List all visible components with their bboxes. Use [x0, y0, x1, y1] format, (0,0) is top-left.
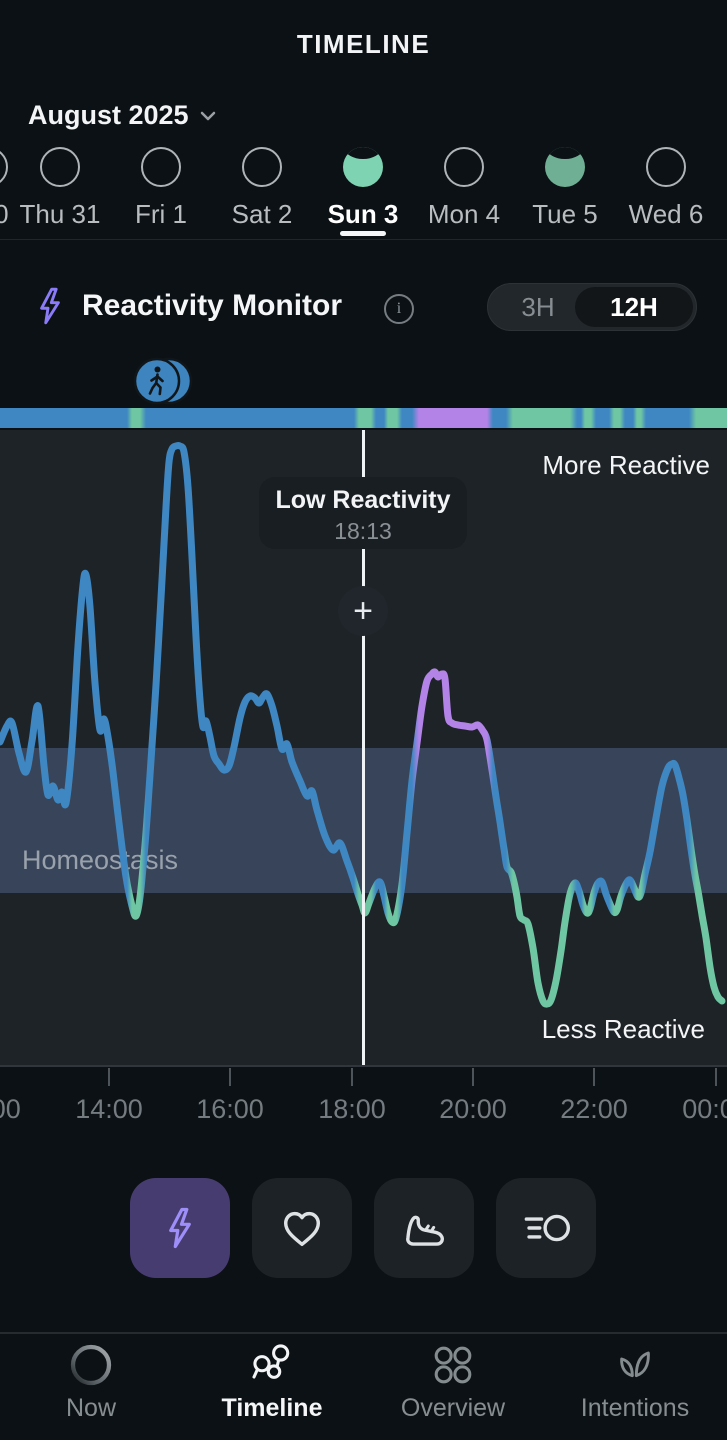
chevron-down-icon: [199, 110, 217, 122]
reactivity-timeline-strip[interactable]: [0, 408, 727, 428]
day-circle: [545, 147, 585, 187]
range-option-3h[interactable]: 3H: [488, 284, 588, 330]
info-icon[interactable]: i: [384, 294, 414, 324]
overview-icon: [383, 1340, 523, 1390]
day-label: Tue 5: [515, 199, 616, 230]
heart-icon: [279, 1205, 325, 1251]
day-item-mon-4[interactable]: Mon 4: [414, 147, 515, 230]
page-title: TIMELINE: [0, 29, 727, 60]
monitor-title: Reactivity Monitor: [82, 289, 342, 323]
bolt-icon: [36, 287, 64, 325]
timeline-icon: [202, 1340, 342, 1390]
shoe-icon: [399, 1203, 449, 1253]
x-axis-tick: [472, 1068, 474, 1086]
month-picker[interactable]: August 2025: [28, 100, 217, 131]
x-axis-tick-label: 16:00: [170, 1094, 290, 1125]
day-circle: [40, 147, 80, 187]
walking-activity-icon[interactable]: [131, 356, 195, 406]
nav-label: Intentions: [565, 1394, 705, 1423]
day-circle: [242, 147, 282, 187]
less-reactive-label: Less Reactive: [542, 1014, 705, 1045]
bolt-icon: [165, 1207, 195, 1249]
day-item-thu-31[interactable]: Thu 31: [10, 147, 111, 230]
day-item-tue-5[interactable]: Tue 5: [515, 147, 616, 230]
intentions-icon: [565, 1340, 705, 1390]
x-axis-tick-label: 12:00: [0, 1094, 47, 1125]
month-picker-label: August 2025: [28, 100, 189, 131]
day-label: Sun 3: [313, 199, 414, 230]
day-circle: [343, 147, 383, 187]
day-circle: [0, 147, 8, 187]
nav-label: Timeline: [202, 1394, 342, 1423]
day-label: Fri 1: [111, 199, 212, 230]
app-screen: TIMELINE August 2025 Wed 30Thu 31Fri 1Sa…: [0, 0, 727, 1440]
motion-icon: [521, 1203, 571, 1253]
day-item-wed-6[interactable]: Wed 6: [616, 147, 717, 230]
day-item-fri-1[interactable]: Fri 1: [111, 147, 212, 230]
x-axis-tick: [108, 1068, 110, 1086]
x-axis-tick-label: 14:00: [49, 1094, 169, 1125]
cursor-tooltip-title: Low Reactivity: [259, 486, 467, 515]
day-label: Mon 4: [414, 199, 515, 230]
x-axis-tick: [351, 1068, 353, 1086]
day-circle: [444, 147, 484, 187]
now-icon: [21, 1340, 161, 1390]
range-toggle: 3H 12H: [487, 283, 697, 331]
metric-button-activity[interactable]: [496, 1178, 596, 1278]
nav-item-intentions[interactable]: Intentions: [565, 1340, 705, 1423]
cursor-tooltip: Low Reactivity 18:13: [259, 477, 467, 549]
nav-item-overview[interactable]: Overview: [383, 1340, 523, 1423]
nav-item-timeline[interactable]: Timeline: [202, 1340, 342, 1423]
selected-day-underline: [340, 231, 386, 236]
range-option-12h[interactable]: 12H: [575, 287, 693, 327]
nav-item-now[interactable]: Now: [21, 1340, 161, 1423]
x-axis-tick-label: 20:00: [413, 1094, 533, 1125]
day-circle: [141, 147, 181, 187]
add-annotation-button[interactable]: +: [338, 586, 388, 636]
x-axis-tick: [593, 1068, 595, 1086]
reactivity-chart[interactable]: Homeostasis More Reactive Less Reactive …: [0, 430, 727, 1066]
x-axis-tick: [715, 1068, 717, 1086]
day-label: Wed 6: [616, 199, 717, 230]
header-divider: [0, 239, 727, 240]
nav-label: Now: [21, 1394, 161, 1423]
day-label: Thu 31: [10, 199, 111, 230]
x-axis-tick-label: 18:00: [292, 1094, 412, 1125]
day-item-sat-2[interactable]: Sat 2: [212, 147, 313, 230]
cursor-tooltip-time: 18:13: [259, 518, 467, 545]
x-axis-line: [0, 1065, 727, 1067]
metric-button-heart[interactable]: [252, 1178, 352, 1278]
nav-label: Overview: [383, 1394, 523, 1423]
x-axis-tick-label: 00:00: [656, 1094, 727, 1125]
day-circle: [646, 147, 686, 187]
x-axis-tick-label: 22:00: [534, 1094, 654, 1125]
day-item-sun-3[interactable]: Sun 3: [313, 147, 414, 230]
x-axis-tick: [229, 1068, 231, 1086]
metric-button-steps[interactable]: [374, 1178, 474, 1278]
day-label: Sat 2: [212, 199, 313, 230]
nav-divider: [0, 1332, 727, 1334]
metric-button-reactivity[interactable]: [130, 1178, 230, 1278]
more-reactive-label: More Reactive: [542, 450, 710, 481]
